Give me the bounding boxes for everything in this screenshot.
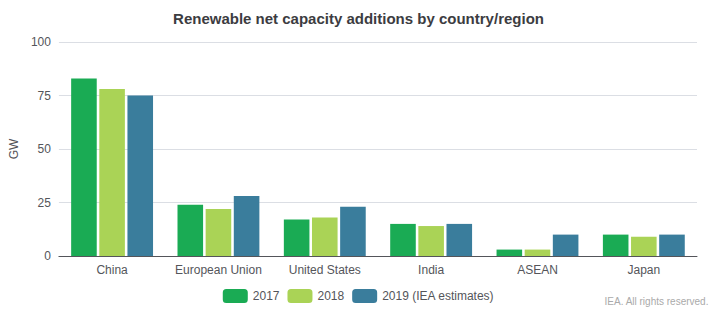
svg-text:IEA. All rights reserved.: IEA. All rights reserved. — [605, 296, 709, 307]
svg-text:United States: United States — [289, 263, 361, 277]
svg-text:ASEAN: ASEAN — [517, 263, 558, 277]
svg-text:2017: 2017 — [253, 289, 280, 303]
svg-text:GW: GW — [7, 138, 21, 159]
svg-text:2019 (IEA estimates): 2019 (IEA estimates) — [382, 289, 493, 303]
svg-text:100: 100 — [31, 35, 51, 49]
svg-text:2018: 2018 — [317, 289, 344, 303]
svg-text:0: 0 — [44, 249, 51, 263]
svg-text:India: India — [418, 263, 444, 277]
svg-text:Japan: Japan — [627, 263, 660, 277]
svg-text:Renewable net capacity additio: Renewable net capacity additions by coun… — [173, 10, 544, 27]
svg-text:75: 75 — [38, 89, 52, 103]
svg-text:European Union: European Union — [175, 263, 262, 277]
svg-text:25: 25 — [38, 196, 52, 210]
svg-text:China: China — [96, 263, 128, 277]
svg-text:50: 50 — [38, 142, 52, 156]
